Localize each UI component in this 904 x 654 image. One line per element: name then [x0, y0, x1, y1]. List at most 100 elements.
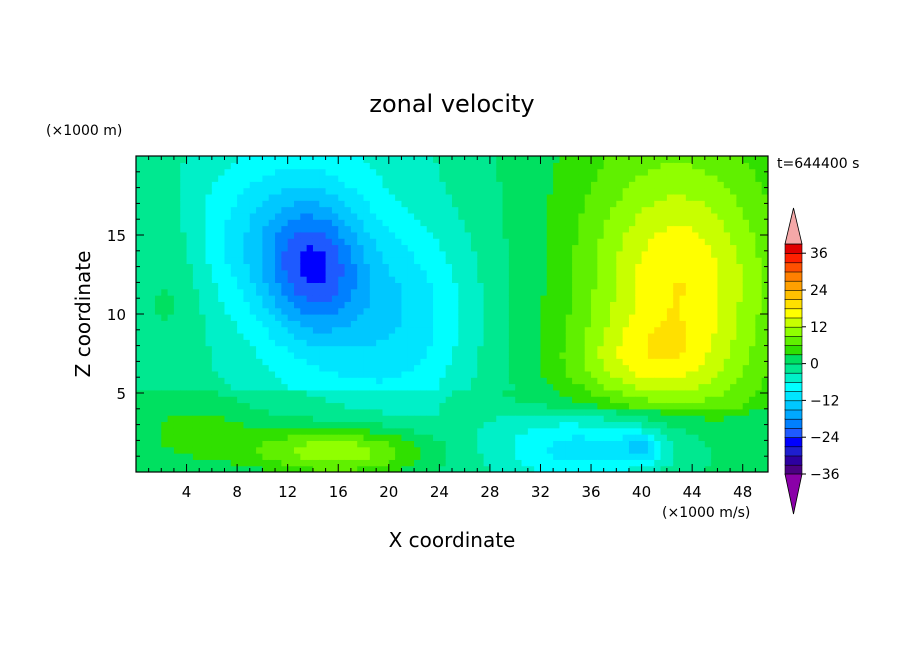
field-cell [414, 238, 421, 246]
field-cell [591, 408, 598, 416]
field-cell [275, 187, 282, 195]
field-cell [692, 282, 700, 290]
field-cell [192, 326, 200, 334]
field-cell [224, 212, 232, 220]
field-cell [610, 345, 617, 353]
field-cell [742, 453, 750, 460]
field-cell [414, 415, 421, 423]
field-cell [546, 427, 554, 435]
field-cell [553, 156, 561, 163]
field-cell [344, 370, 352, 378]
field-cell [647, 288, 655, 296]
field-cell [180, 282, 188, 290]
field-cell [306, 250, 314, 258]
field-cell [584, 181, 592, 189]
field-cell [546, 326, 554, 334]
field-cell [199, 339, 207, 347]
field-cell [268, 396, 276, 404]
field-cell [256, 168, 263, 176]
field-cell [331, 295, 339, 302]
field-cell [262, 174, 270, 182]
field-cell [148, 174, 156, 182]
field-cell [275, 174, 282, 182]
field-cell [319, 453, 327, 460]
field-cell [521, 358, 529, 366]
field-cell [439, 225, 447, 233]
field-cell [382, 193, 390, 201]
field-cell [388, 421, 396, 429]
field-cell [154, 263, 162, 271]
field-cell [477, 345, 485, 353]
field-cell [243, 415, 251, 423]
field-cell [660, 250, 668, 258]
field-cell [660, 238, 668, 246]
field-cell [591, 345, 598, 353]
field-cell [344, 408, 352, 416]
field-cell [508, 465, 516, 472]
field-cell [211, 345, 219, 353]
field-cell [553, 174, 561, 182]
field-cell [167, 434, 175, 441]
field-cell [761, 219, 768, 227]
field-cell [749, 453, 756, 460]
field-cell [635, 326, 643, 334]
field-cell [300, 370, 308, 378]
field-cell [470, 446, 478, 454]
field-cell [679, 307, 687, 315]
field-cell [161, 307, 169, 315]
field-cell [300, 389, 308, 397]
field-cell [249, 345, 257, 353]
field-cell [546, 364, 554, 372]
field-cell [395, 212, 403, 220]
field-cell [553, 465, 561, 472]
field-cell [483, 339, 491, 347]
field-cell [136, 257, 143, 265]
field-cell [395, 446, 403, 454]
field-cell [616, 446, 624, 454]
field-cell [262, 427, 270, 435]
field-cell [527, 351, 535, 359]
field-cell [395, 307, 403, 315]
field-cell [420, 269, 428, 277]
field-cell [230, 358, 238, 366]
field-cell [572, 206, 579, 214]
field-cell [287, 212, 295, 220]
field-cell [641, 396, 649, 404]
field-cell [376, 200, 384, 208]
field-cell [237, 263, 245, 271]
field-cell [268, 225, 276, 233]
field-cell [395, 415, 403, 423]
field-cell [344, 364, 352, 372]
field-cell [616, 383, 624, 391]
field-cell [711, 421, 719, 429]
field-cell [540, 307, 548, 315]
field-cell [730, 288, 737, 296]
field-cell [395, 244, 403, 252]
field-cell [445, 332, 453, 340]
field-cell [376, 257, 384, 265]
field-cell [306, 276, 314, 283]
field-cell [331, 225, 339, 233]
field-cell [692, 402, 700, 410]
field-cell [306, 345, 314, 353]
field-cell [338, 383, 346, 391]
field-cell [477, 257, 485, 265]
field-cell [717, 465, 725, 472]
field-cell [628, 339, 636, 347]
field-cell [679, 320, 687, 328]
field-cell [489, 314, 497, 321]
field-cell [603, 314, 611, 321]
field-cell [483, 459, 491, 467]
field-cell [382, 156, 390, 163]
field-cell [249, 415, 257, 423]
field-cell [692, 465, 700, 472]
field-cell [666, 427, 674, 435]
field-cell [584, 250, 592, 258]
field-cell [647, 427, 655, 435]
field-cell [180, 250, 188, 258]
field-cell [673, 434, 681, 441]
field-cell [452, 269, 459, 277]
field-cell [186, 383, 194, 391]
field-cell [433, 276, 440, 283]
field-cell [294, 200, 301, 208]
